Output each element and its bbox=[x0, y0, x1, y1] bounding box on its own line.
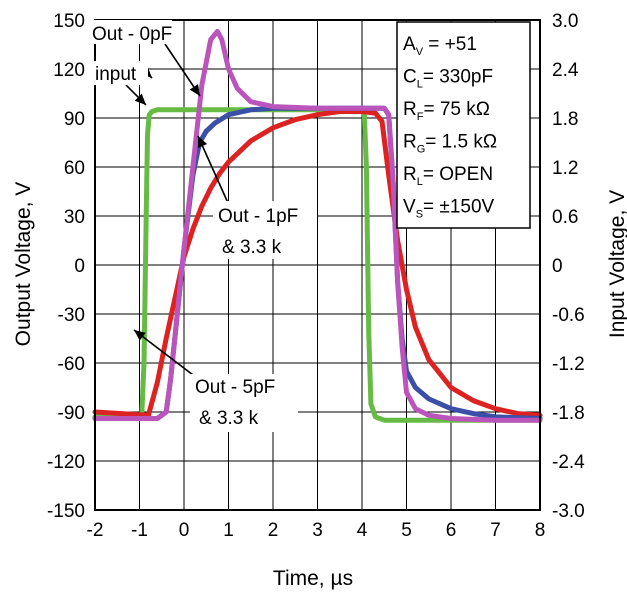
condition-vs: VS= ±150V bbox=[403, 197, 495, 221]
y-tick-label: 0 bbox=[74, 256, 85, 277]
y-tick-label: -30 bbox=[58, 305, 85, 326]
y-tick-label: -150 bbox=[47, 501, 85, 522]
conditions-list: AV = +51 CL= 330pF RF= 75 kΩ RG= 1.5 kΩ RL= … bbox=[403, 34, 497, 221]
y-tick-label: -90 bbox=[58, 403, 85, 424]
annotation-input: input bbox=[95, 64, 137, 85]
x-tick-labels: -2 -1 0 1 2 3 4 5 6 7 8 bbox=[87, 520, 546, 541]
y-tick-label: -60 bbox=[58, 354, 85, 375]
x-tick-label: 3 bbox=[312, 520, 323, 541]
y2-tick-label: -1.8 bbox=[552, 403, 585, 424]
condition-cl: CL= 330pF bbox=[403, 67, 493, 91]
condition-av: AV = +51 bbox=[403, 34, 477, 58]
annotation-out-0pf: Out - 0pF bbox=[92, 24, 172, 45]
y-axis-label: Output Voltage, V bbox=[12, 182, 35, 347]
x-tick-label: 0 bbox=[179, 520, 190, 541]
y-tick-label: 30 bbox=[64, 207, 85, 228]
x-tick-label: -1 bbox=[131, 520, 148, 541]
y2-tick-label: 0.6 bbox=[552, 207, 578, 228]
x-tick-label: 1 bbox=[223, 520, 234, 541]
y-tick-label: 120 bbox=[53, 60, 85, 81]
x-tick-label: -2 bbox=[87, 520, 104, 541]
annotation-arrows bbox=[125, 43, 229, 379]
arrow-out5-head bbox=[134, 330, 146, 341]
x-tick-label: 5 bbox=[401, 520, 412, 541]
condition-rl: RL= OPEN bbox=[403, 164, 493, 188]
arrow-out0-head bbox=[189, 84, 200, 96]
x-tick-label: 7 bbox=[490, 520, 501, 541]
y2-tick-label: -1.2 bbox=[552, 354, 585, 375]
y2-tick-label: 0 bbox=[552, 256, 563, 277]
y2-tick-label: -2.4 bbox=[552, 452, 585, 473]
arrow-out1-head bbox=[197, 136, 208, 149]
plot-frame bbox=[94, 19, 541, 511]
condition-rg: RG= 1.5 kΩ bbox=[403, 132, 497, 156]
y-tick-label: -120 bbox=[47, 452, 85, 473]
series-group bbox=[92, 28, 543, 423]
annotation-out5-bg bbox=[190, 374, 298, 432]
annotation-out1-bg bbox=[213, 201, 317, 259]
annotation-out-1pf-line2: & 3.3 k bbox=[222, 237, 282, 258]
arrow-out5-line bbox=[133, 329, 198, 379]
y2-tick-label: 1.2 bbox=[552, 158, 578, 179]
arrow-input-head bbox=[134, 93, 146, 105]
annotation-input-bg bbox=[92, 61, 148, 85]
annotation-out-5pf-line1: Out - 5pF bbox=[195, 377, 275, 398]
y2-tick-label: -3.0 bbox=[552, 501, 585, 522]
condition-rf: RF= 75 kΩ bbox=[403, 99, 490, 123]
y2-axis-label: Input Voltage, V bbox=[606, 190, 627, 338]
y2-tick-label: 2.4 bbox=[552, 60, 579, 81]
arrow-out1-line bbox=[197, 135, 229, 204]
annotation-out0-bg bbox=[88, 20, 172, 44]
y-tick-label: 90 bbox=[64, 109, 85, 130]
x-tick-label: 4 bbox=[357, 520, 368, 541]
annotation-out-5pf-line2: & 3.3 k bbox=[199, 408, 259, 429]
conditions-box bbox=[396, 21, 531, 229]
x-axis-label: Time, µs bbox=[273, 567, 353, 590]
x-tick-label: 8 bbox=[535, 520, 546, 541]
y-tick-label: 60 bbox=[64, 158, 85, 179]
x-tick-label: 6 bbox=[446, 520, 457, 541]
x-tick-label: 2 bbox=[268, 520, 279, 541]
y2-tick-labels: 3.0 2.4 1.8 1.2 0.6 0 -0.6 -1.2 -1.8 -2.4 -3.0 bbox=[552, 11, 585, 522]
series-line-out-0pf bbox=[92, 28, 543, 423]
annotation-out-1pf-line1: Out - 1pF bbox=[218, 206, 298, 227]
y-tick-label: 150 bbox=[53, 11, 85, 32]
y-tick-labels: 150 120 90 60 30 0 -30 -60 -90 -120 -150 bbox=[47, 11, 85, 522]
y2-tick-label: -0.6 bbox=[552, 305, 585, 326]
y2-tick-label: 3.0 bbox=[552, 11, 578, 32]
y2-tick-label: 1.8 bbox=[552, 109, 578, 130]
